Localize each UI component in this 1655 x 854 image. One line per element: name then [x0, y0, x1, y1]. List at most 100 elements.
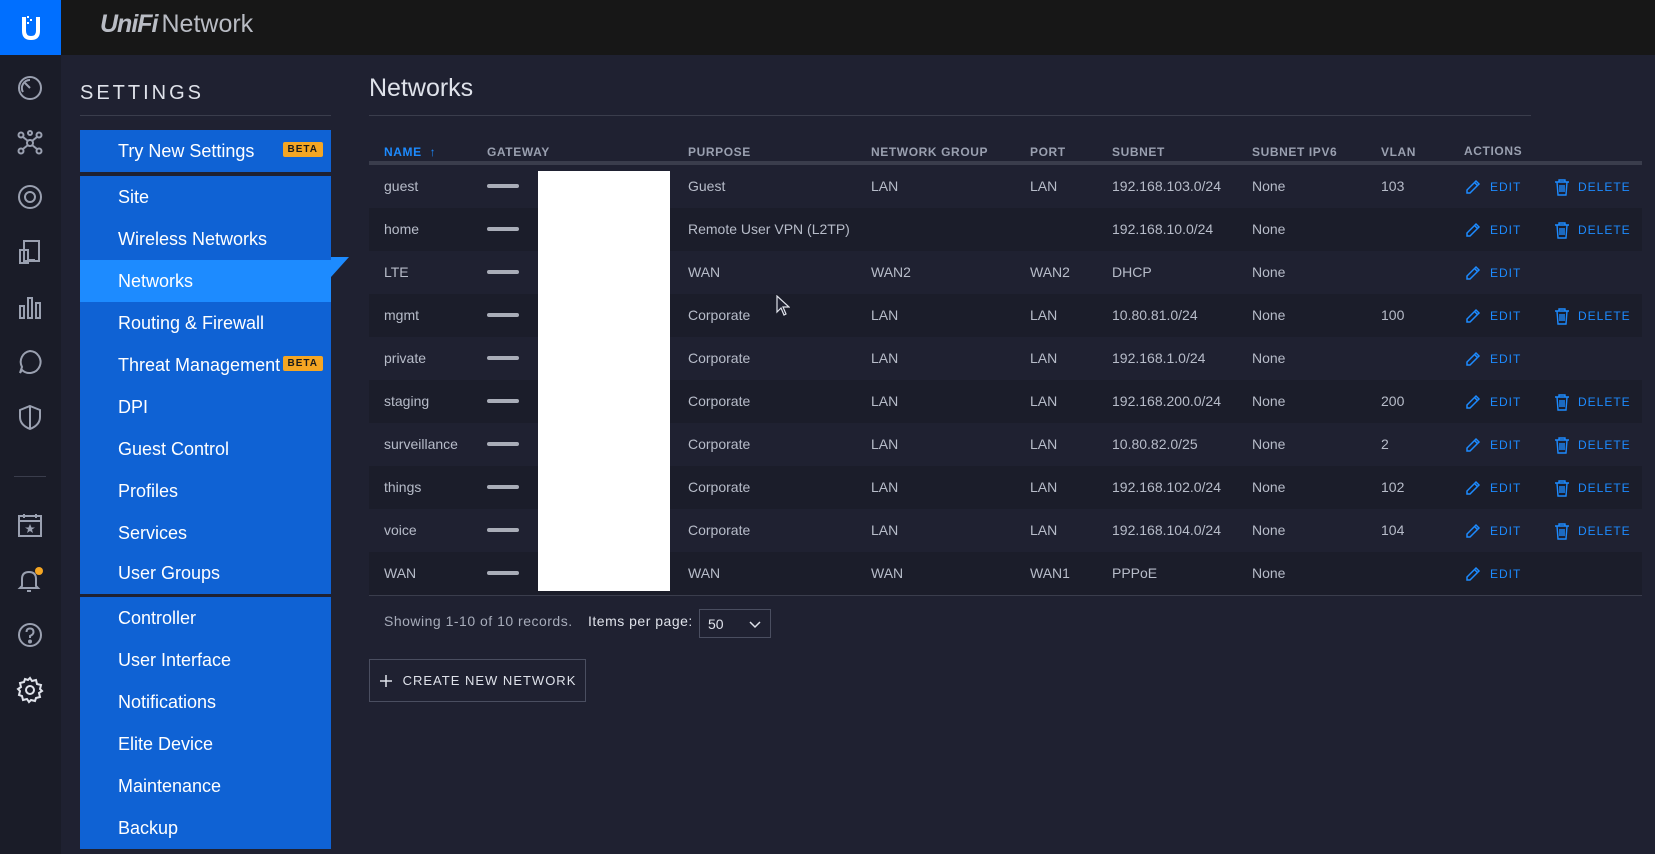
sidebar-item-user-interface[interactable]: User Interface	[80, 639, 331, 681]
mouse-cursor-icon	[776, 295, 790, 316]
delete-button[interactable]: DELETE	[1554, 423, 1631, 466]
pencil-icon	[1466, 222, 1481, 237]
records-summary: Showing 1-10 of 10 records.	[384, 613, 573, 629]
cell-purpose: WAN	[688, 565, 721, 581]
items-per-page-label: Items per page:	[588, 613, 693, 629]
cell-port: LAN	[1030, 436, 1058, 452]
edit-label: EDIT	[1490, 179, 1522, 194]
chevron-down-icon	[749, 621, 761, 629]
cell-subnet-ipv6: None	[1252, 264, 1286, 280]
sidebar-item-guest-control[interactable]: Guest Control	[80, 428, 331, 470]
table-row: guest Guest LAN LAN 192.168.103.0/24 None 103 E…	[369, 165, 1642, 208]
help-icon[interactable]	[15, 620, 45, 650]
edit-button[interactable]: EDIT	[1464, 466, 1521, 509]
try-new-settings-item[interactable]: Try New Settings BETA	[80, 130, 331, 172]
sidebar-item-label: DPI	[118, 396, 149, 417]
delete-button[interactable]: DELETE	[1554, 466, 1631, 509]
cell-port: LAN	[1030, 178, 1058, 194]
sidebar-item-maintenance[interactable]: Maintenance	[80, 765, 331, 807]
cell-name: WAN	[384, 565, 417, 581]
insights-icon[interactable]	[15, 347, 45, 377]
pencil-icon	[1466, 308, 1481, 323]
sidebar-item-site[interactable]: Site	[80, 176, 331, 218]
edit-button[interactable]: EDIT	[1464, 552, 1521, 595]
column-header-name[interactable]: NAME ↑	[384, 145, 436, 159]
sidebar-item-networks[interactable]: Networks	[80, 260, 331, 302]
app-title: UniFi Network	[100, 10, 253, 39]
column-header-vlan[interactable]: VLAN	[1381, 145, 1417, 159]
cell-subnet: 192.168.10.0/24	[1112, 221, 1214, 237]
sidebar-item-profiles[interactable]: Profiles	[80, 470, 331, 512]
events-calendar-icon[interactable]	[15, 510, 45, 540]
devices-icon[interactable]	[15, 182, 45, 212]
sidebar-item-label: Guest Control	[118, 438, 230, 459]
delete-button[interactable]: DELETE	[1554, 380, 1631, 423]
clients-icon[interactable]	[15, 237, 45, 267]
edit-button[interactable]: EDIT	[1464, 208, 1521, 251]
sidebar-item-user-groups[interactable]: User Groups	[80, 552, 331, 594]
sidebar-item-services[interactable]: Services	[80, 512, 331, 554]
cell-network-group: LAN	[871, 307, 899, 323]
sidebar-item-controller[interactable]: Controller	[80, 597, 331, 639]
topology-icon[interactable]	[15, 128, 45, 158]
sidebar-item-label: Notifications	[118, 691, 217, 712]
sidebar-item-label: Site	[118, 186, 150, 207]
delete-button[interactable]: DELETE	[1554, 509, 1631, 552]
sidebar-item-routing-firewall[interactable]: Routing & Firewall	[80, 302, 331, 344]
cell-vlan: 104	[1381, 522, 1405, 538]
top-bar: UniFi Network	[0, 0, 1655, 55]
column-header-actions: ACTIONS	[1464, 144, 1523, 158]
sidebar-item-label: User Groups	[118, 562, 221, 583]
items-per-page-select[interactable]: 50	[699, 609, 771, 638]
shield-icon[interactable]	[15, 402, 45, 432]
edit-button[interactable]: EDIT	[1464, 337, 1521, 380]
cell-network-group: LAN	[871, 436, 899, 452]
ubiquiti-logo[interactable]	[0, 0, 61, 55]
cell-network-group: LAN	[871, 350, 899, 366]
sidebar-item-elite-device[interactable]: Elite Device	[80, 723, 331, 765]
cell-subnet: DHCP	[1112, 264, 1152, 280]
column-header-name-label: NAME	[384, 145, 422, 159]
column-header-purpose[interactable]: PURPOSE	[688, 145, 751, 159]
cell-vlan: 102	[1381, 479, 1405, 495]
column-header-subnet-ipv6[interactable]: SUBNET IPV6	[1252, 145, 1338, 159]
edit-button[interactable]: EDIT	[1464, 509, 1521, 552]
sidebar-item-wireless-networks[interactable]: Wireless Networks	[80, 218, 331, 260]
edit-button[interactable]: EDIT	[1464, 165, 1521, 208]
edit-label: EDIT	[1490, 351, 1522, 366]
cell-port: WAN1	[1030, 565, 1070, 581]
edit-button[interactable]: EDIT	[1464, 294, 1521, 337]
delete-button[interactable]: DELETE	[1554, 165, 1631, 208]
items-per-page-value: 50	[708, 615, 724, 632]
create-new-network-button[interactable]: CREATE NEW NETWORK	[369, 659, 586, 702]
delete-label: DELETE	[1578, 523, 1631, 538]
delete-label: DELETE	[1578, 480, 1631, 495]
column-header-subnet[interactable]: SUBNET	[1112, 145, 1165, 159]
settings-gear-icon[interactable]	[15, 675, 45, 705]
sidebar-item-notifications[interactable]: Notifications	[80, 681, 331, 723]
ubiquiti-u-icon	[21, 15, 40, 40]
column-header-network-group[interactable]: NETWORK GROUP	[871, 145, 989, 159]
dashboard-icon[interactable]	[15, 73, 45, 103]
cell-subnet-ipv6: None	[1252, 221, 1286, 237]
cell-name: private	[384, 350, 427, 366]
column-header-port[interactable]: PORT	[1030, 145, 1066, 159]
column-header-gateway[interactable]: GATEWAY	[487, 145, 550, 159]
notifications-bell-icon[interactable]	[15, 565, 45, 595]
sidebar-item-threat-management[interactable]: Threat Management BETA	[80, 344, 331, 386]
gateway-device-icon	[487, 227, 519, 231]
edit-button[interactable]: EDIT	[1464, 423, 1521, 466]
cell-subnet-ipv6: None	[1252, 178, 1286, 194]
cell-subnet: 192.168.102.0/24	[1112, 479, 1221, 495]
edit-button[interactable]: EDIT	[1464, 380, 1521, 423]
delete-button[interactable]: DELETE	[1554, 208, 1631, 251]
cell-name: things	[384, 479, 422, 495]
cell-purpose: Corporate	[688, 350, 751, 366]
trash-icon	[1555, 307, 1569, 325]
statistics-icon[interactable]	[15, 292, 45, 322]
cell-subnet-ipv6: None	[1252, 479, 1286, 495]
edit-button[interactable]: EDIT	[1464, 251, 1521, 294]
sidebar-item-backup[interactable]: Backup	[80, 807, 331, 849]
sidebar-item-dpi[interactable]: DPI	[80, 386, 331, 428]
delete-button[interactable]: DELETE	[1554, 294, 1631, 337]
